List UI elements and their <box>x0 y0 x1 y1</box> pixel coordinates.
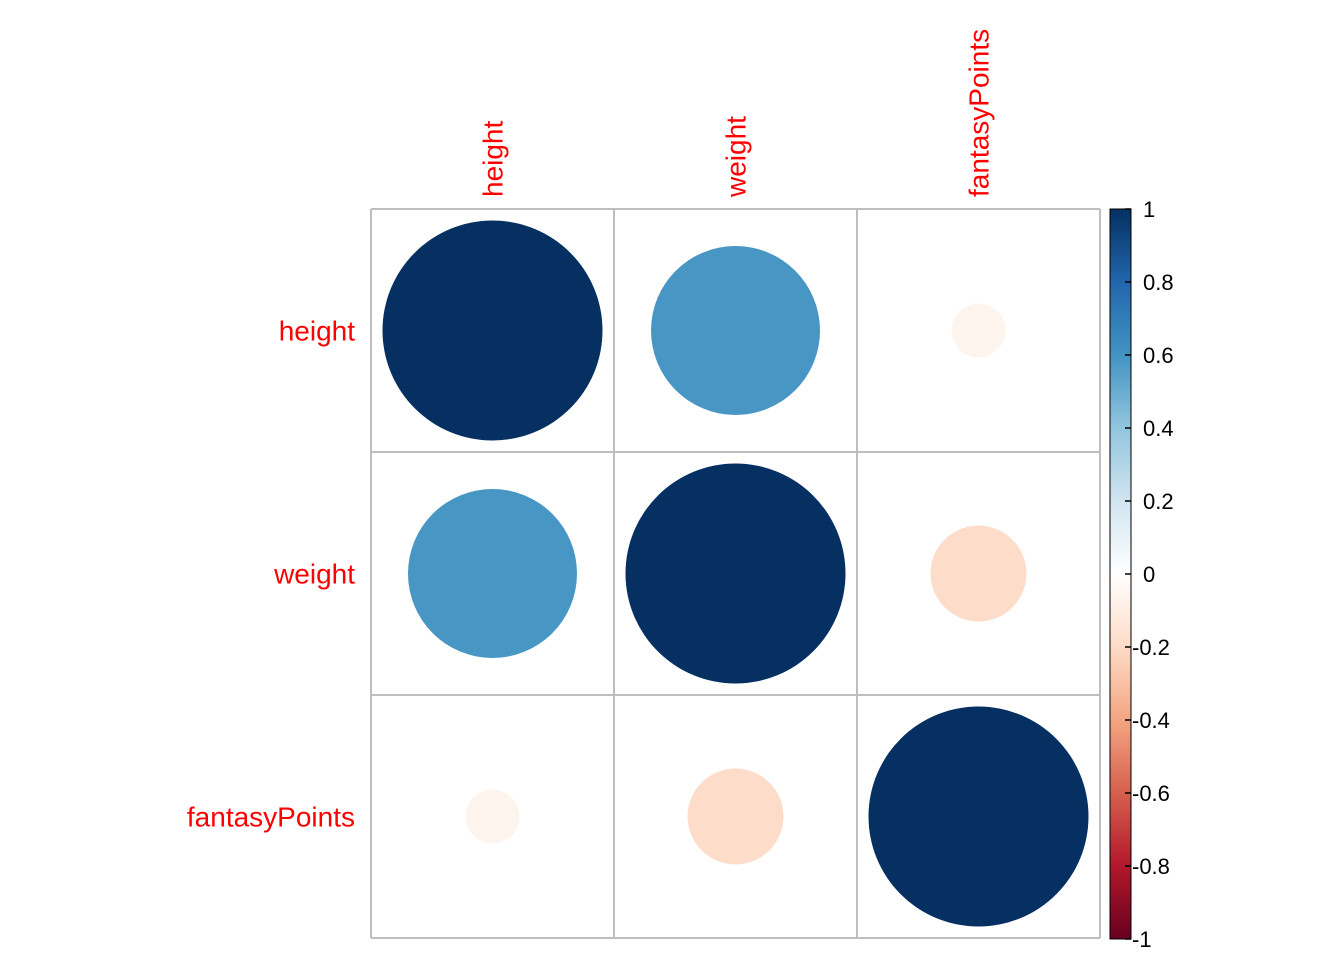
corr-circle-height-height <box>382 220 603 441</box>
colorbar-tick-label: 0 <box>1143 562 1155 587</box>
colorbar-tick-label: -0.6 <box>1132 781 1170 806</box>
colorbar-legend: 1 0.8 0.6 0.4 0.2 0 -0.2 -0.4 -0.6 -0.8 -1 <box>1109 197 1174 952</box>
col-label-weight: weight <box>721 116 752 198</box>
corr-circle-weight-fantasyPoints <box>930 525 1027 622</box>
corr-circle-height-fantasyPoints <box>951 303 1006 358</box>
col-label-fantasyPoints: fantasyPoints <box>964 29 995 197</box>
corr-circle-fantasyPoints-weight <box>687 768 784 865</box>
colorbar-tick-label: 0.4 <box>1143 416 1174 441</box>
corr-circle-weight-weight <box>625 463 846 684</box>
row-label-height: height <box>279 316 356 347</box>
colorbar-tick-label: 0.6 <box>1143 343 1174 368</box>
circles-layer <box>382 220 1089 927</box>
colorbar-tick-label: -1 <box>1132 927 1152 952</box>
corr-circle-fantasyPoints-fantasyPoints <box>868 706 1089 927</box>
corr-circle-weight-height <box>408 489 577 658</box>
colorbar-tick-label: -0.8 <box>1132 854 1170 879</box>
colorbar-tick-label: 1 <box>1143 197 1155 222</box>
row-label-fantasyPoints: fantasyPoints <box>187 802 355 833</box>
grid-layer <box>370 208 1101 939</box>
row-label-weight: weight <box>273 559 355 590</box>
colorbar-tick-label: 0.2 <box>1143 489 1174 514</box>
corr-circle-fantasyPoints-height <box>465 789 520 844</box>
labels-layer: height height weight weight fantasyPoints fan… <box>187 29 995 833</box>
colorbar-tick-label: 0.8 <box>1143 270 1174 295</box>
colorbar-tick-label: -0.4 <box>1132 708 1170 733</box>
col-label-height: height <box>478 120 509 197</box>
corr-circle-height-weight <box>651 246 820 415</box>
colorbar-tick-label: -0.2 <box>1132 635 1170 660</box>
